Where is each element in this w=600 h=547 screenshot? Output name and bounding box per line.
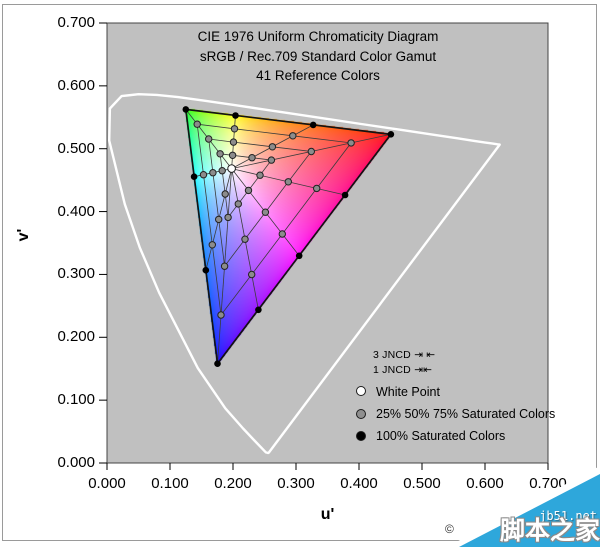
chart-title: CIE 1976 Uniform Chromaticity Diagram sR… <box>118 27 518 86</box>
y-tick-label: 0.000 <box>57 454 95 471</box>
watermark-triangle <box>459 474 600 547</box>
x-tick-label: 0.700 <box>529 475 567 492</box>
point-cyan-100 <box>190 173 198 180</box>
legend-white-point-label: White Point <box>376 385 440 399</box>
point-blue-25 <box>224 213 232 222</box>
point-green-75 <box>193 120 201 128</box>
white-point-marker-icon <box>356 386 366 396</box>
point-orange-100 <box>309 121 317 129</box>
legend-jncd3: 3 JNCD ⇥ ⇤ <box>373 349 435 361</box>
x-axis-title: u' <box>320 506 335 523</box>
point-cyan-50 <box>209 169 217 177</box>
y-tick-label: 0.600 <box>57 76 95 94</box>
chart-title-line1: CIE 1976 Uniform Chromaticity Diagram <box>197 29 439 44</box>
chart-title-line2: sRGB / Rec.709 Standard Color Gamut <box>199 48 437 64</box>
y-tick-label: 0.700 <box>57 14 95 31</box>
point-magenta-100 <box>295 252 303 260</box>
point-rose-25 <box>256 171 264 179</box>
point-magenta-25 <box>244 186 253 195</box>
point-blue-50 <box>220 262 229 270</box>
y-tick-label: 0.300 <box>57 265 95 283</box>
x-tick-label: 0.400 <box>340 475 378 492</box>
point-violet-25 <box>234 200 243 208</box>
point-red-100 <box>387 131 395 138</box>
point-orange-75 <box>289 132 297 140</box>
point-rose-100 <box>341 191 349 199</box>
gamut-triangle-outline <box>184 108 392 365</box>
legend-jncd1-label: 1 JNCD <box>373 364 411 376</box>
point-azure-25 <box>221 190 229 198</box>
point-blue-100 <box>214 360 221 368</box>
point-yellow-50 <box>229 138 238 146</box>
point-cyan-75 <box>199 171 208 179</box>
point-green-50 <box>205 135 213 143</box>
point-azure-100 <box>202 266 210 274</box>
point-magenta-50 <box>261 208 270 216</box>
point-rose-75 <box>313 184 321 193</box>
point-azure-50 <box>215 215 223 224</box>
point-orange-50 <box>268 143 277 151</box>
jncd1-arrows-icon: ⇥⇤ <box>414 364 433 376</box>
point-yellow-100 <box>232 112 239 119</box>
x-tick-label: 0.500 <box>403 475 441 492</box>
legend-saturated-25-50-75-label: 25% 50% 75% Saturated Colors <box>376 407 556 421</box>
point-red-50 <box>307 147 315 156</box>
legend-saturated-100-label: 100% Saturated Colors <box>376 429 506 443</box>
point-red-75 <box>347 139 355 147</box>
point-blue-75 <box>217 311 225 319</box>
copyright-symbol: © <box>445 522 454 536</box>
gray-point-marker-icon <box>356 409 366 419</box>
watermark-site-url: jb51.net <box>539 509 597 523</box>
point-orange-25 <box>248 154 256 162</box>
point-green-25 <box>216 150 224 158</box>
legend-jncd1: 1 JNCD ⇥⇤ <box>373 364 432 376</box>
watermark-site-name: 脚本之家 <box>499 517 600 545</box>
point-red-25 <box>267 156 276 164</box>
x-tick-label: 0.000 <box>88 475 126 492</box>
jncd3-arrows-icon: ⇥ ⇤ <box>414 349 436 361</box>
legend-jncd3-label: 3 JNCD <box>373 349 411 361</box>
chart-title-line3: 41 Reference Colors <box>256 68 380 83</box>
plot-border <box>106 22 549 464</box>
point-green-100 <box>182 106 190 113</box>
black-point-marker-icon <box>356 431 366 441</box>
x-tick-label: 0.200 <box>214 475 252 492</box>
y-tick-label: 0.500 <box>57 139 95 157</box>
point-rose-50 <box>284 178 292 186</box>
y-tick-label: 0.100 <box>57 391 95 409</box>
point-cyan-25 <box>218 167 226 175</box>
x-tick-label: 0.100 <box>151 475 189 492</box>
point-violet-75 <box>248 270 256 279</box>
point-violet-50 <box>241 235 249 243</box>
point-yellow-25 <box>228 151 237 160</box>
white-point <box>227 164 236 173</box>
y-tick-label: 0.200 <box>57 328 95 346</box>
point-violet-100 <box>255 306 262 314</box>
point-magenta-75 <box>278 230 286 238</box>
x-tick-label: 0.600 <box>466 475 504 492</box>
y-tick-label: 0.400 <box>57 202 95 220</box>
point-azure-75 <box>208 241 217 249</box>
point-yellow-75 <box>230 125 239 133</box>
x-tick-label: 0.300 <box>277 475 315 492</box>
